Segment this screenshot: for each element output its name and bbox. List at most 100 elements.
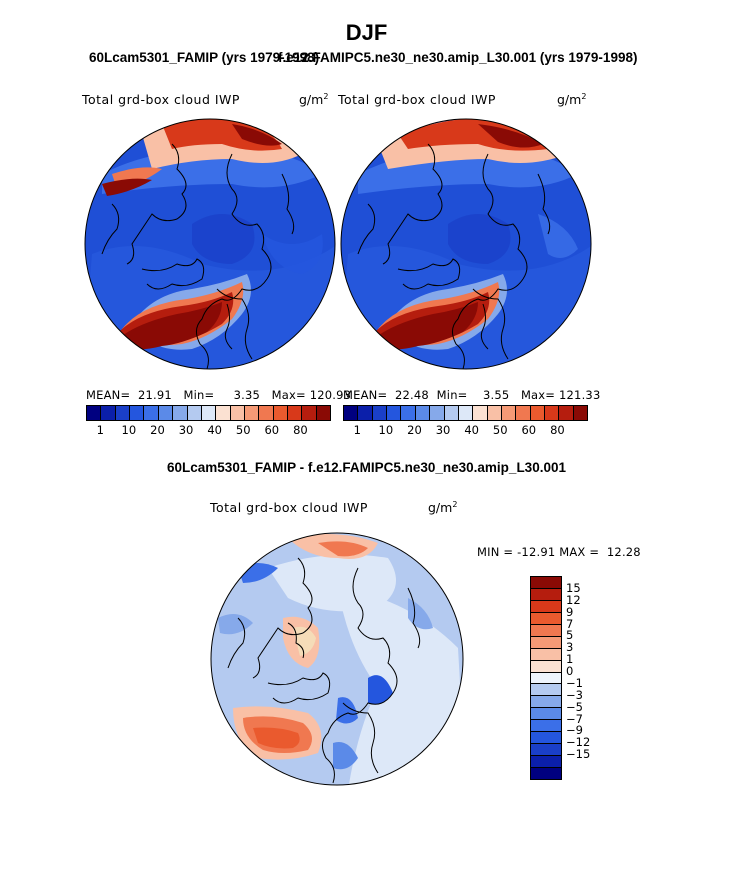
left-case-title: 60Lcam5301_FAMIP (yrs 1979-1998) <box>89 50 320 65</box>
left-colorbar-labels: 1 10 20 30 40 50 60 80 <box>86 423 329 437</box>
colorbar-tick-label: 15 <box>566 580 581 595</box>
colorbar-swatch <box>344 406 359 420</box>
left-variable-label: Total grd-box cloud IWP <box>82 92 240 107</box>
right-unit-label: g/m2 <box>557 92 587 108</box>
colorbar-swatch <box>144 406 159 420</box>
left-polar-map <box>84 118 336 370</box>
colorbar-tick-label: 3 <box>566 640 574 655</box>
colorbar-swatch <box>573 406 588 420</box>
colorbar-swatch <box>531 600 561 613</box>
colorbar-swatch <box>531 756 561 768</box>
colorbar-swatch <box>173 406 188 420</box>
colorbar-swatch <box>531 672 561 685</box>
diff-stats: MIN = -12.91 MAX = 12.28 <box>477 545 641 559</box>
colorbar-tick-label: 12 <box>566 592 581 607</box>
colorbar-swatch <box>458 406 474 420</box>
colorbar-tick-label: 30 <box>178 423 194 437</box>
colorbar-swatch <box>401 406 416 420</box>
difference-colorbar-labels: 15 12 9 7 5 3 1 0 −1 −3 −5 −7 −9 −12 −15 <box>566 576 606 778</box>
right-stats: MEAN= 22.48 Min= 3.55 Max= 121.33 <box>343 388 601 402</box>
colorbar-swatch <box>101 406 116 420</box>
colorbar-swatch <box>87 406 102 420</box>
colorbar-tick-label: 50 <box>235 423 251 437</box>
colorbar-tick-label: 60 <box>521 423 537 437</box>
colorbar-swatch <box>531 720 561 733</box>
colorbar-swatch <box>531 732 561 745</box>
colorbar-tick-label: 7 <box>566 616 574 631</box>
colorbar-tick-label: −12 <box>566 735 591 750</box>
page-title: DJF <box>345 20 388 45</box>
right-colorbar-labels: 1 10 20 30 40 50 60 80 <box>343 423 586 437</box>
colorbar-swatch <box>531 636 561 649</box>
colorbar-swatch <box>358 406 373 420</box>
colorbar-swatch <box>531 660 561 673</box>
colorbar-swatch <box>288 406 303 420</box>
diff-unit-label: g/m2 <box>428 500 458 516</box>
colorbar-swatch <box>531 684 561 697</box>
colorbar-swatch <box>487 406 502 420</box>
colorbar-tick-label: 5 <box>566 628 574 643</box>
colorbar-swatch <box>130 406 145 420</box>
colorbar-swatch <box>531 744 561 757</box>
colorbar-swatch <box>273 406 289 420</box>
colorbar-swatch <box>531 696 561 709</box>
colorbar-tick-label: 20 <box>150 423 165 437</box>
colorbar-swatch <box>531 577 561 589</box>
colorbar-tick-label: 1 <box>353 423 361 437</box>
colorbar-tick-label: 40 <box>464 423 479 437</box>
colorbar-swatch <box>316 406 331 420</box>
left-stats: MEAN= 21.91 Min= 3.35 Max= 120.93 <box>86 388 352 402</box>
colorbar-swatch <box>531 648 561 661</box>
colorbar-swatch <box>187 406 202 420</box>
colorbar-tick-label: 80 <box>293 423 308 437</box>
colorbar-tick-label: 30 <box>435 423 451 437</box>
colorbar-swatch <box>545 406 560 420</box>
colorbar-swatch <box>158 406 174 420</box>
colorbar-tick-label: 80 <box>550 423 565 437</box>
colorbar-swatch <box>216 406 231 420</box>
colorbar-tick-label: −15 <box>566 747 591 762</box>
colorbar-tick-label: 40 <box>207 423 222 437</box>
colorbar-tick-label: 50 <box>492 423 508 437</box>
colorbar-tick-label: −9 <box>566 723 583 738</box>
colorbar-swatch <box>372 406 388 420</box>
colorbar-swatch <box>387 406 402 420</box>
difference-title: 60Lcam5301_FAMIP - f.e12.FAMIPC5.ne30_ne… <box>167 460 566 475</box>
colorbar-tick-label: −7 <box>566 711 583 726</box>
colorbar-swatch <box>559 406 574 420</box>
diff-variable-label: Total grd-box cloud IWP <box>210 500 368 515</box>
colorbar-swatch <box>444 406 459 420</box>
colorbar-swatch <box>230 406 245 420</box>
colorbar-swatch <box>531 624 561 637</box>
colorbar-swatch <box>516 406 531 420</box>
colorbar-swatch <box>473 406 488 420</box>
colorbar-swatch <box>115 406 131 420</box>
colorbar-swatch <box>302 406 317 420</box>
colorbar-swatch <box>244 406 260 420</box>
colorbar-tick-label: 1 <box>566 652 574 667</box>
colorbar-swatch <box>259 406 274 420</box>
colorbar-swatch <box>530 406 546 420</box>
right-variable-label: Total grd-box cloud IWP <box>338 92 496 107</box>
colorbar-tick-label: −3 <box>566 687 583 702</box>
colorbar-tick-label: 20 <box>407 423 422 437</box>
colorbar-swatch <box>531 708 561 721</box>
colorbar-swatch <box>501 406 517 420</box>
colorbar-swatch <box>415 406 431 420</box>
colorbar-swatch <box>531 588 561 601</box>
colorbar-swatch <box>531 768 561 779</box>
colorbar-tick-label: 10 <box>378 423 394 437</box>
colorbar-swatch <box>430 406 445 420</box>
colorbar-tick-label: −5 <box>566 699 583 714</box>
left-colorbar <box>86 405 331 421</box>
difference-polar-map <box>210 532 464 786</box>
colorbar-swatch <box>201 406 217 420</box>
difference-colorbar <box>530 576 562 780</box>
colorbar-tick-label: 10 <box>121 423 137 437</box>
colorbar-tick-label: 0 <box>566 664 574 679</box>
right-polar-map <box>340 118 592 370</box>
colorbar-tick-label: −1 <box>566 675 583 690</box>
left-unit-label: g/m2 <box>299 92 329 108</box>
right-colorbar <box>343 405 588 421</box>
colorbar-tick-label: 9 <box>566 604 574 619</box>
